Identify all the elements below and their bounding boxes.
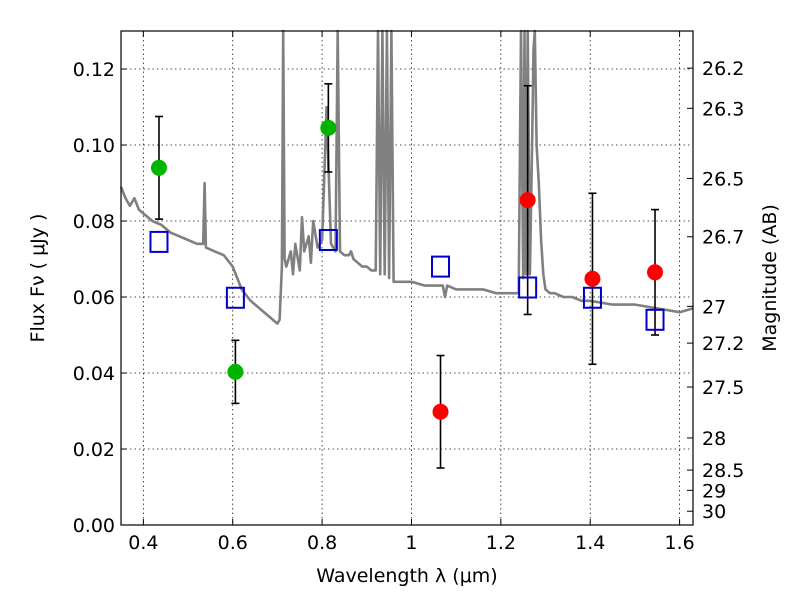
spectrum-layer [119,29,694,325]
y-tick-label: 0.10 [73,135,115,157]
mag-tick-label: 27 [702,296,726,318]
spectrum-line [119,29,694,325]
model-square-marker [149,230,169,253]
mag-tick-label: 28 [702,428,726,450]
model-square-marker [645,308,665,331]
y-tick-label: 0.08 [73,211,115,233]
ticks-layer: 0.4 0.6 0.8 1 1.2 1.4 1.6 0.00 0.02 0.04 0.06 0.08 0… [73,31,744,554]
y2-axis-title: Magnitude (AB) [759,204,781,352]
model-square-marker [518,276,538,299]
data-point-marker [647,264,664,281]
mag-tick-label: 26.5 [702,168,744,190]
y-tick-label: 0.06 [73,287,115,309]
y-tick-label: 0.00 [73,515,115,537]
mag-tick-label: 26.7 [702,227,744,249]
x-tick-label: 1 [405,532,417,554]
model-square-marker [318,229,338,251]
plot-frame [120,30,694,526]
y-tick-label: 0.04 [73,363,115,385]
mag-tick-label: 28.5 [702,460,744,482]
mag-tick-label: 30 [702,501,726,523]
data-point-marker [584,270,601,287]
data-point-marker [519,192,536,209]
model-square-marker [225,286,245,309]
y-tick-label: 0.02 [73,439,115,461]
points-layer [149,83,665,469]
data-point-marker [227,363,244,380]
model-square-marker [582,286,602,309]
mag-tick-label: 26.3 [702,98,744,120]
data-point-marker [320,119,337,136]
x-tick-label: 0.4 [128,532,158,554]
x-tick-label: 1.4 [575,532,605,554]
grid-layer [121,31,693,526]
y-axis-title: Flux Fν ( μJy ) [27,214,49,343]
mag-tick-label: 27.5 [702,377,744,399]
x-tick-label: 1.6 [664,532,694,554]
mag-tick-label: 26.2 [702,58,744,80]
x-axis-title: Wavelength λ (μm) [316,565,497,587]
x-tick-label: 1.2 [486,532,516,554]
data-point-marker [150,159,167,176]
model-square-marker [431,255,451,278]
mag-tick-label: 29 [702,480,726,502]
x-tick-label: 0.6 [218,532,248,554]
data-point-marker [432,403,449,420]
mag-tick-label: 27.2 [702,333,744,355]
x-tick-label: 0.8 [307,532,337,554]
y-tick-label: 0.12 [73,59,115,81]
